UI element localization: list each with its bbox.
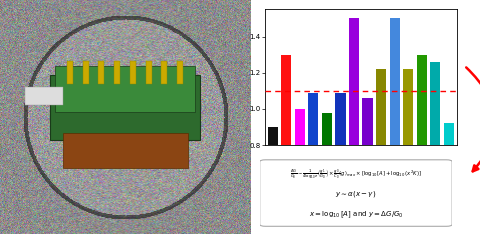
Bar — [321, 113, 331, 234]
Bar — [67, 61, 73, 84]
Bar — [177, 61, 183, 84]
Bar — [348, 18, 358, 234]
Bar — [402, 69, 412, 234]
Bar — [145, 61, 151, 84]
FancyBboxPatch shape — [25, 87, 62, 105]
Bar — [416, 55, 426, 234]
Bar — [130, 61, 136, 84]
Text: $y \sim \alpha(x - \gamma)$: $y \sim \alpha(x - \gamma)$ — [335, 189, 376, 199]
Bar — [335, 93, 345, 234]
Bar — [443, 123, 453, 234]
FancyArrowPatch shape — [465, 67, 480, 171]
FancyBboxPatch shape — [55, 66, 195, 112]
Bar — [281, 55, 291, 234]
FancyBboxPatch shape — [50, 75, 200, 140]
Bar — [429, 62, 439, 234]
Bar — [294, 109, 304, 234]
Bar — [362, 98, 372, 234]
Text: $x = \log_{10}[A]$ and $y = \Delta G/G_0$: $x = \log_{10}[A]$ and $y = \Delta G/G_0… — [308, 209, 402, 220]
Bar — [267, 127, 277, 234]
Bar — [161, 61, 167, 84]
Bar — [389, 18, 399, 234]
FancyBboxPatch shape — [259, 160, 451, 226]
FancyBboxPatch shape — [62, 133, 187, 168]
Bar — [83, 61, 89, 84]
Bar — [114, 61, 120, 84]
Text: $\frac{\Delta G}{G_0} \sim \frac{1}{4\log_{10} e}\left(\frac{g_1}{G_0}\right) \t: $\frac{\Delta G}{G_0} \sim \frac{1}{4\lo… — [289, 167, 421, 181]
Bar — [375, 69, 385, 234]
Bar — [308, 93, 318, 234]
Bar — [98, 61, 104, 84]
